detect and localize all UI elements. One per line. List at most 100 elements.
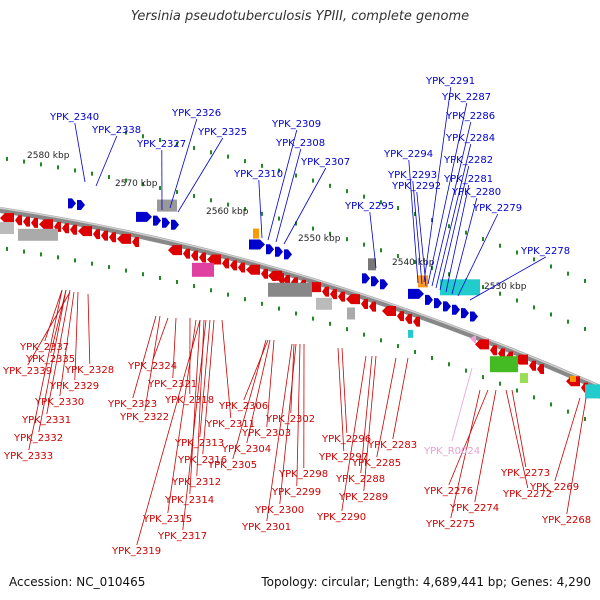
forward-gene: [266, 244, 274, 255]
tick-mark: [482, 237, 484, 242]
tick-mark: [57, 165, 59, 170]
reverse-gene-label[interactable]: YPK_2285: [351, 458, 401, 469]
scale-label: 2580 kbp: [27, 151, 70, 161]
reverse-gene-label[interactable]: YPK_2335: [25, 354, 75, 365]
label-leader: [408, 159, 419, 284]
reverse-gene-label[interactable]: YPK_2300: [254, 505, 304, 516]
reverse-gene-label[interactable]: YPK_2275: [425, 519, 475, 530]
reverse-gene-label[interactable]: YPK_2303: [241, 428, 291, 439]
gene-features: [0, 198, 600, 399]
label-leader: [136, 319, 201, 546]
reverse-gene-label[interactable]: YPK_2331: [21, 415, 71, 426]
tick-mark: [380, 248, 382, 253]
reverse-gene-label[interactable]: YPK_2337: [19, 342, 69, 353]
reverse-gene: [405, 313, 412, 324]
reverse-gene-label[interactable]: YPK_2321: [147, 379, 197, 390]
tick-mark: [261, 211, 263, 216]
reverse-gene-label[interactable]: YPK_2318: [164, 395, 214, 406]
reverse-gene-label[interactable]: YPK_2332: [13, 433, 63, 444]
tick-mark: [295, 311, 297, 316]
tick-mark: [533, 257, 535, 262]
reverse-gene: [397, 311, 404, 322]
reverse-gene-label[interactable]: YPK_2269: [529, 482, 579, 493]
reverse-gene-label[interactable]: YPK_2288: [335, 474, 385, 485]
forward-gene-label[interactable]: YPK_2282: [443, 155, 493, 166]
reverse-gene: [529, 360, 536, 371]
scale-label: 2550 kbp: [298, 234, 341, 244]
forward-gene-label[interactable]: YPK_2308: [275, 138, 325, 149]
reverse-gene-label[interactable]: YPK_2329: [49, 381, 99, 392]
forward-gene-label[interactable]: YPK_2281: [443, 174, 493, 185]
tick-mark: [431, 356, 433, 361]
reverse-gene-label[interactable]: YPK_2311: [205, 419, 255, 430]
reverse-gene: [330, 289, 337, 300]
reverse-gene-label[interactable]: YPK_2298: [278, 469, 328, 480]
reverse-gene-label[interactable]: YPK_2273: [500, 468, 550, 479]
reverse-gene-label[interactable]: YPK_2272: [502, 489, 552, 500]
rna-gene-label[interactable]: YPK_R0024: [423, 446, 480, 457]
reverse-gene-label[interactable]: YPK_2319: [111, 546, 161, 557]
forward-gene-label[interactable]: YPK_2340: [49, 112, 99, 123]
reverse-gene-label[interactable]: YPK_2306: [218, 401, 268, 412]
forward-gene-label[interactable]: YPK_2291: [425, 76, 475, 87]
label-leader: [363, 355, 377, 492]
reverse-gene: [199, 252, 206, 263]
reverse-gene-label[interactable]: YPK_2268: [541, 515, 591, 526]
function-block: [490, 356, 518, 373]
tick-mark: [448, 272, 450, 277]
reverse-gene-label[interactable]: YPK_2299: [271, 487, 321, 498]
label-leader: [427, 102, 468, 285]
reverse-gene-label[interactable]: YPK_2322: [119, 412, 169, 423]
reverse-gene-label[interactable]: YPK_2339: [2, 366, 52, 377]
forward-gene-label[interactable]: YPK_2278: [520, 246, 570, 257]
tick-mark: [6, 246, 8, 251]
tick-mark: [550, 312, 552, 317]
forward-gene-label[interactable]: YPK_2294: [383, 149, 433, 160]
forward-gene-label[interactable]: YPK_2279: [472, 203, 522, 214]
reverse-gene-label[interactable]: YPK_2274: [449, 503, 499, 514]
reverse-gene-label[interactable]: YPK_2301: [241, 522, 291, 533]
reverse-gene-label[interactable]: YPK_2328: [64, 365, 114, 376]
reverse-gene-label[interactable]: YPK_2304: [221, 444, 271, 455]
tick-mark: [91, 171, 93, 176]
forward-gene-label[interactable]: YPK_2326: [171, 108, 221, 119]
reverse-gene-label[interactable]: YPK_2302: [265, 414, 315, 425]
forward-gene-label[interactable]: YPK_2287: [441, 92, 491, 103]
reverse-gene-label[interactable]: YPK_2316: [177, 455, 227, 466]
reverse-gene-label[interactable]: YPK_2315: [142, 514, 192, 525]
reverse-gene-label[interactable]: YPK_2323: [107, 399, 157, 410]
forward-gene-label[interactable]: YPK_2293: [387, 170, 437, 181]
forward-gene-label[interactable]: YPK_2295: [344, 201, 394, 212]
tick-mark: [295, 221, 297, 226]
reverse-gene-label[interactable]: YPK_2297: [318, 452, 368, 463]
genome-backbone: [0, 207, 600, 391]
reverse-gene-label[interactable]: YPK_2330: [34, 397, 84, 408]
forward-gene-label[interactable]: YPK_2280: [451, 187, 501, 198]
forward-gene-label[interactable]: YPK_2309: [271, 119, 321, 130]
tick-mark: [6, 156, 8, 161]
forward-gene-label[interactable]: YPK_2292: [391, 181, 441, 192]
reverse-gene-label[interactable]: YPK_2324: [127, 361, 177, 372]
forward-gene-label[interactable]: YPK_2310: [233, 169, 283, 180]
forward-gene-label[interactable]: YPK_2338: [91, 125, 141, 136]
tick-mark: [465, 230, 467, 235]
forward-gene-label[interactable]: YPK_2327: [136, 139, 186, 150]
forward-gene-label[interactable]: YPK_2286: [445, 111, 495, 122]
reverse-gene-label[interactable]: YPK_2313: [174, 438, 224, 449]
reverse-gene: [498, 348, 505, 359]
reverse-gene-label[interactable]: YPK_2296: [321, 434, 371, 445]
reverse-gene-label[interactable]: YPK_2314: [164, 495, 214, 506]
tick-mark: [176, 189, 178, 194]
reverse-gene-label[interactable]: YPK_2283: [367, 440, 417, 451]
reverse-gene-label[interactable]: YPK_2289: [338, 492, 388, 503]
forward-gene: [443, 301, 451, 312]
forward-gene-label[interactable]: YPK_2325: [197, 127, 247, 138]
reverse-gene-label[interactable]: YPK_2317: [157, 531, 207, 542]
reverse-gene-label[interactable]: YPK_2333: [3, 451, 53, 462]
reverse-gene-label[interactable]: YPK_2305: [207, 460, 257, 471]
reverse-gene-label[interactable]: YPK_2312: [171, 477, 221, 488]
reverse-gene-label[interactable]: YPK_2276: [423, 486, 473, 497]
forward-gene-label[interactable]: YPK_2284: [445, 133, 495, 144]
forward-gene-label[interactable]: YPK_2307: [300, 157, 350, 168]
reverse-gene-label[interactable]: YPK_2290: [316, 512, 366, 523]
